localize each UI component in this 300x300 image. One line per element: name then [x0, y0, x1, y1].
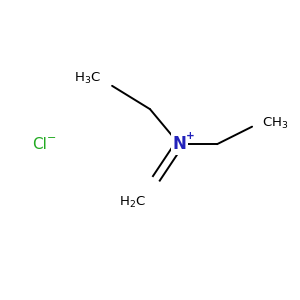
Text: CH$_3$: CH$_3$ — [262, 116, 289, 131]
Text: +: + — [186, 131, 195, 141]
Text: H$_2$C: H$_2$C — [119, 195, 146, 210]
Text: N: N — [172, 135, 186, 153]
Text: −: − — [47, 133, 56, 143]
Text: H$_3$C: H$_3$C — [74, 71, 100, 86]
Text: Cl: Cl — [32, 137, 46, 152]
